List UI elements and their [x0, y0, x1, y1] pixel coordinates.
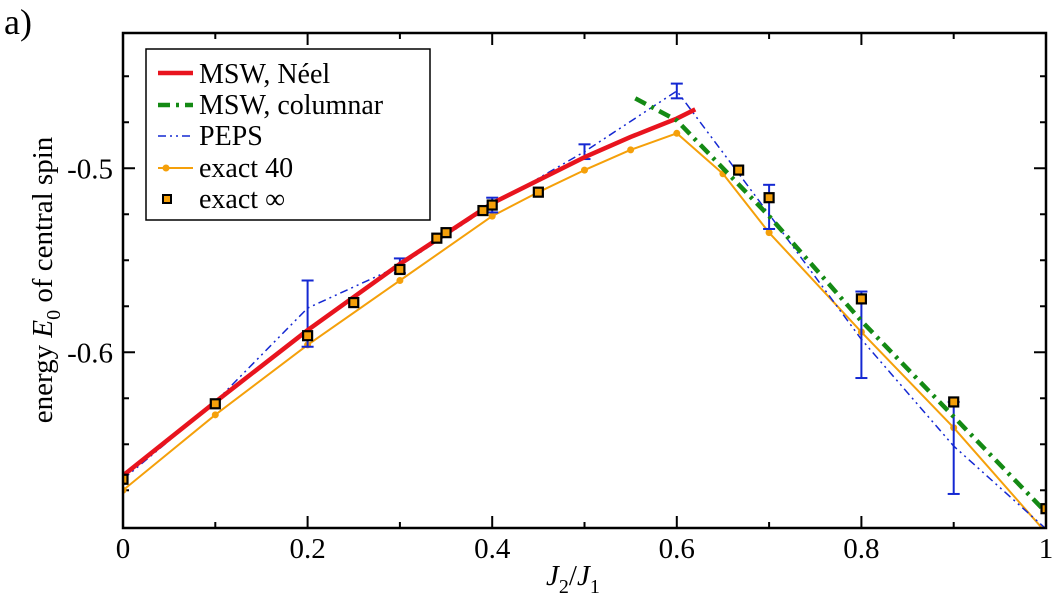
x-tick-label: 0.8 [843, 533, 879, 565]
y-axis-label-post: of central spin [27, 136, 59, 310]
exactinf-marker [763, 192, 775, 204]
exactinf-marker [123, 473, 129, 485]
x-tick-label: 0.6 [659, 533, 695, 565]
series-exactinf [123, 164, 1046, 515]
plot-frame [121, 31, 1048, 530]
legend-box [145, 48, 431, 221]
y-axis-label: energy E0 of central spin [27, 136, 65, 423]
x-axis-label: J2/J1 [546, 560, 600, 598]
x-axis-label-sub2: 2 [559, 576, 569, 598]
x-axis-label-j2: J [546, 560, 560, 592]
exactinf-marker [532, 186, 544, 198]
series-layer [123, 82, 1046, 528]
y-tick-labels: -0.5 -0.6 [67, 153, 113, 369]
exactinf-marker [394, 263, 406, 276]
exactinf-marker [486, 199, 498, 211]
exactinf-marker [209, 398, 221, 410]
x-axis-label-j1: J [577, 560, 591, 592]
y-tick-label: -0.5 [67, 153, 113, 185]
exact40-point [673, 129, 681, 137]
y-axis-label-var: E [27, 320, 59, 339]
legend-swatch-exact40-dot [162, 164, 170, 172]
legend-label-exactinf: exact ∞ [199, 184, 285, 215]
exact40-point [396, 277, 404, 284]
x-axis-label-slash: / [569, 560, 578, 592]
series-columnar [634, 96, 1046, 514]
x-tick-label: 0.2 [289, 533, 325, 565]
legend-label-neel: MSW, Néel [199, 59, 330, 90]
legend: MSW, Néel MSW, columnar PEPS exact 40 ex… [145, 48, 431, 221]
exact40-point [211, 411, 219, 419]
x-tick-label: 0 [116, 533, 131, 565]
exactinf-marker [302, 330, 314, 342]
exact40-point [581, 166, 588, 174]
y-axis-label-sub: 0 [43, 310, 65, 320]
exact40-point [627, 146, 635, 154]
exactinf-marker [477, 204, 489, 217]
exactinf-marker [948, 396, 960, 408]
y-tick-label: -0.6 [67, 337, 113, 369]
x-tick-label: 0.4 [474, 533, 511, 565]
y-axis-label-pre: energy [27, 338, 59, 424]
legend-label-peps: PEPS [199, 121, 263, 152]
plot-clip-group [123, 82, 1046, 528]
exactinf-marker [431, 232, 443, 244]
exactinf-marker [348, 296, 360, 309]
legend-label-exact40: exact 40 [199, 153, 293, 184]
exactinf-marker [1040, 503, 1046, 515]
exactinf-marker [733, 164, 745, 176]
x-tick-labels: 0 0.2 0.4 0.6 0.8 1 [116, 533, 1054, 565]
x-axis-label-sub1: 1 [590, 576, 600, 598]
exact40-point [488, 212, 496, 220]
line-exact40 [123, 132, 1044, 528]
legend-swatch-exactinf [162, 194, 172, 204]
exact40-point [765, 229, 773, 237]
legend-label-columnar: MSW, columnar [199, 90, 384, 121]
line-columnar [634, 96, 1046, 514]
x-tick-label: 1 [1039, 533, 1054, 565]
exactinf-marker [440, 227, 452, 239]
panel-label: a) [4, 2, 32, 42]
exactinf-marker [855, 293, 868, 305]
